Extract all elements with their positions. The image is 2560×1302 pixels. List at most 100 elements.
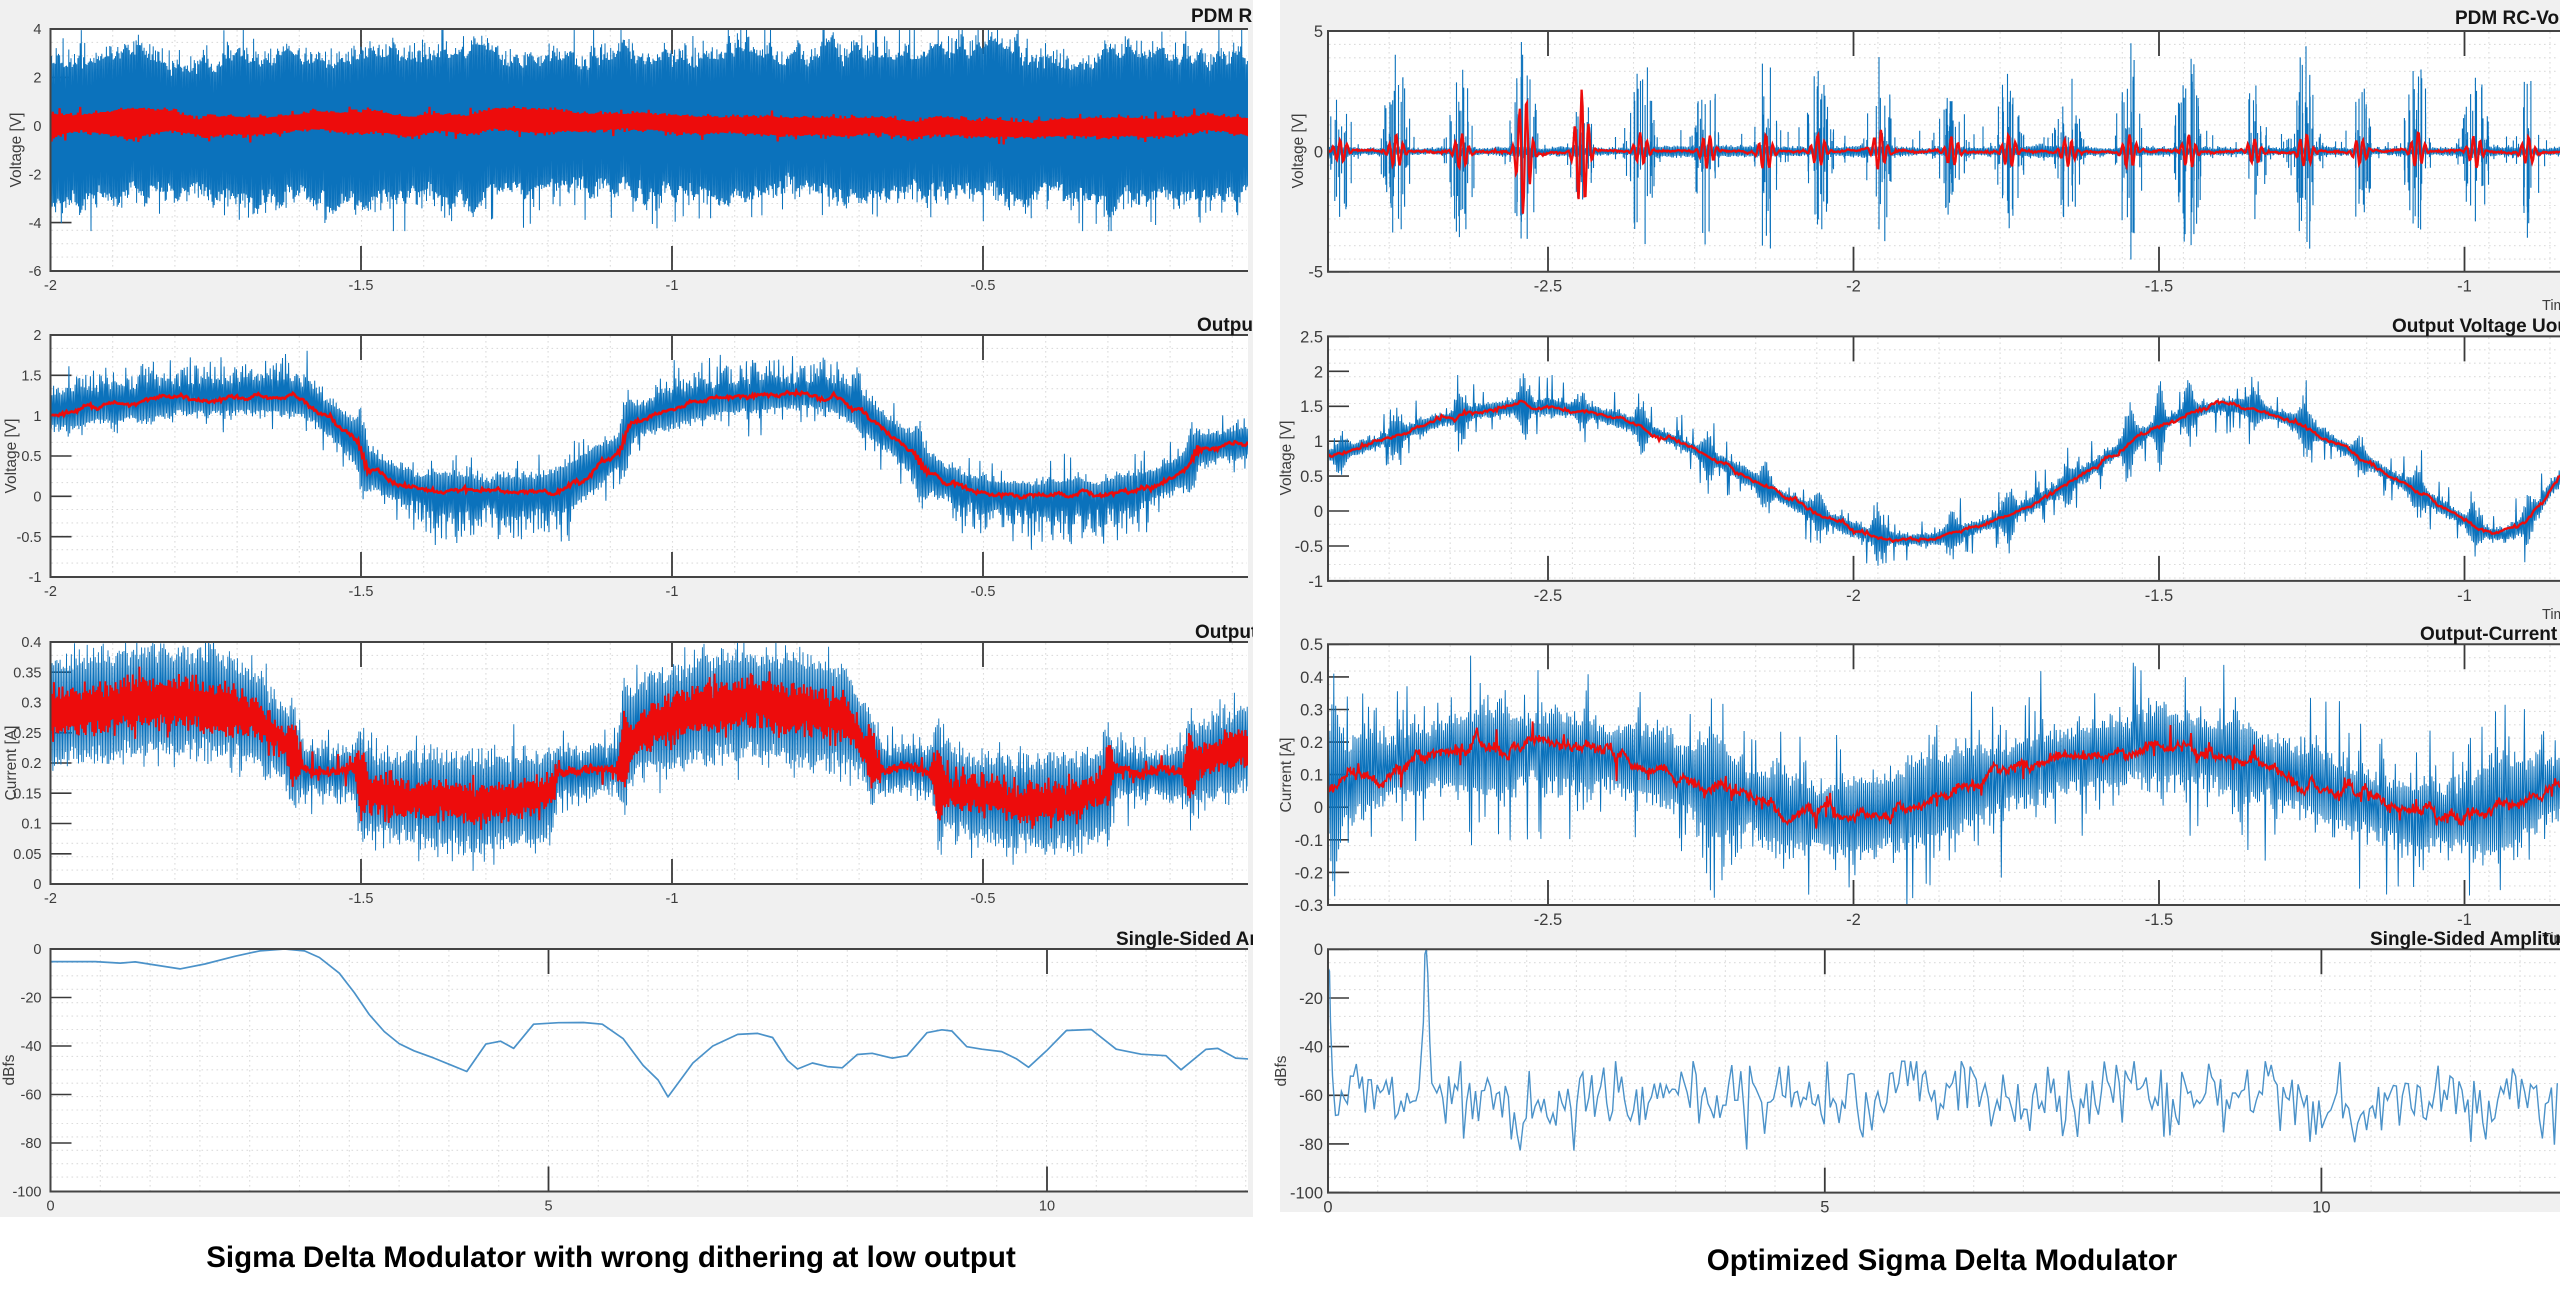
- svg-text:Voltage [V]: Voltage [V]: [1290, 114, 1307, 189]
- svg-text:-1: -1: [666, 891, 679, 907]
- svg-text:Single-Sided Amplitude Spectru: Single-Sided Amplitude Spectrum: [1116, 929, 1421, 950]
- svg-text:5: 5: [544, 1199, 552, 1215]
- svg-text:-1: -1: [1308, 573, 1323, 591]
- svg-text:-1: -1: [29, 570, 42, 586]
- svg-text:0.25: 0.25: [13, 726, 41, 742]
- svg-text:-40: -40: [21, 1039, 42, 1055]
- svg-text:10: 10: [1039, 1199, 1055, 1215]
- svg-text:-1.5: -1.5: [349, 278, 374, 294]
- svg-text:2: 2: [1314, 363, 1323, 381]
- svg-text:-2.5: -2.5: [1534, 911, 1562, 929]
- svg-text:-2: -2: [44, 584, 57, 600]
- svg-text:Single-Sided Amplitude Spectru: Single-Sided Amplitude Spectrum: [2370, 929, 2560, 950]
- svg-text:5: 5: [1314, 23, 1323, 41]
- svg-text:2: 2: [33, 71, 41, 87]
- svg-text:0.5: 0.5: [1300, 468, 1323, 486]
- svg-text:4: 4: [33, 22, 41, 38]
- svg-text:2.5: 2.5: [1300, 328, 1323, 346]
- svg-text:0.2: 0.2: [21, 756, 41, 772]
- svg-text:-1: -1: [2457, 911, 2472, 929]
- svg-text:dBfs: dBfs: [1, 1054, 18, 1085]
- svg-text:-100: -100: [1290, 1185, 1323, 1203]
- svg-text:Output Voltage Uout: Output Voltage Uout: [2392, 316, 2560, 337]
- svg-text:1: 1: [1314, 433, 1323, 451]
- svg-text:0.1: 0.1: [1300, 767, 1323, 785]
- svg-text:10: 10: [2312, 1199, 2330, 1217]
- svg-text:0.5: 0.5: [21, 449, 41, 465]
- svg-text:0: 0: [1314, 799, 1323, 817]
- svg-text:-0.5: -0.5: [971, 278, 996, 294]
- svg-text:0.4: 0.4: [1300, 669, 1323, 687]
- svg-text:Time [s]: Time [s]: [2542, 298, 2560, 314]
- svg-text:0: 0: [33, 877, 41, 893]
- svg-text:-60: -60: [1299, 1087, 1323, 1105]
- svg-text:1: 1: [33, 409, 41, 425]
- svg-text:-1: -1: [2457, 278, 2472, 296]
- svg-text:Time [s]: Time [s]: [2542, 931, 2560, 947]
- svg-text:-2.5: -2.5: [1534, 587, 1562, 605]
- svg-text:-0.5: -0.5: [1295, 538, 1323, 556]
- svg-text:-60: -60: [21, 1088, 42, 1104]
- svg-text:Time [s]: Time [s]: [2542, 607, 2560, 623]
- svg-text:-2: -2: [1846, 911, 1861, 929]
- svg-text:-0.5: -0.5: [17, 530, 42, 546]
- svg-text:Output-Current: Output-Current: [1195, 622, 1333, 643]
- svg-text:-40: -40: [1299, 1039, 1323, 1057]
- svg-text:-2: -2: [1846, 587, 1861, 605]
- svg-text:0: 0: [1314, 143, 1323, 161]
- svg-text:Optimized Sigma Delta Modulato: Optimized Sigma Delta Modulator: [1707, 1244, 2178, 1277]
- svg-text:-20: -20: [1299, 990, 1323, 1008]
- svg-text:-1.5: -1.5: [2145, 587, 2173, 605]
- svg-text:Voltage [V]: Voltage [V]: [1278, 421, 1295, 496]
- svg-text:0: 0: [1323, 1199, 1332, 1217]
- svg-text:-0.5: -0.5: [971, 891, 996, 907]
- svg-text:0: 0: [46, 1199, 54, 1215]
- svg-text:-2.5: -2.5: [1534, 278, 1562, 296]
- svg-text:-80: -80: [1299, 1136, 1323, 1154]
- svg-text:0.4: 0.4: [21, 635, 41, 651]
- svg-text:0.3: 0.3: [1300, 701, 1323, 719]
- svg-text:-1: -1: [2457, 587, 2472, 605]
- svg-text:Current [A]: Current [A]: [3, 726, 20, 801]
- svg-text:-100: -100: [12, 1185, 41, 1201]
- svg-text:0: 0: [1314, 941, 1323, 959]
- svg-text:0.2: 0.2: [1300, 734, 1323, 752]
- svg-text:1.5: 1.5: [1300, 398, 1323, 416]
- svg-text:-0.2: -0.2: [1295, 864, 1323, 882]
- svg-text:-1.5: -1.5: [2145, 278, 2173, 296]
- svg-text:-1.5: -1.5: [349, 584, 374, 600]
- svg-text:Output Voltage: Output Voltage: [1197, 315, 1332, 336]
- svg-text:1.5: 1.5: [21, 369, 41, 385]
- svg-text:0.05: 0.05: [13, 847, 41, 863]
- svg-text:-1.5: -1.5: [349, 891, 374, 907]
- svg-text:Sigma Delta Modulator with wro: Sigma Delta Modulator with wrong ditheri…: [206, 1241, 1016, 1274]
- svg-text:0.5: 0.5: [1300, 636, 1323, 654]
- svg-text:-4: -4: [29, 216, 42, 232]
- svg-text:-0.3: -0.3: [1295, 897, 1323, 915]
- svg-text:-2: -2: [44, 891, 57, 907]
- svg-text:-20: -20: [21, 991, 42, 1007]
- svg-text:0.35: 0.35: [13, 666, 41, 682]
- svg-text:0: 0: [33, 942, 41, 958]
- svg-text:Output-Current Iout: Output-Current Iout: [2420, 624, 2560, 645]
- svg-text:5: 5: [1820, 1199, 1829, 1217]
- svg-text:0.3: 0.3: [21, 696, 41, 712]
- svg-text:-5: -5: [1308, 264, 1323, 282]
- svg-text:0: 0: [33, 490, 41, 506]
- svg-text:-0.1: -0.1: [1295, 832, 1323, 850]
- svg-text:-6: -6: [29, 264, 42, 280]
- svg-text:PDM RC-Voltage: PDM RC-Voltage: [2455, 8, 2560, 29]
- svg-text:-1: -1: [666, 584, 679, 600]
- svg-text:Voltage [V]: Voltage [V]: [8, 113, 25, 188]
- svg-text:0: 0: [33, 119, 41, 135]
- svg-text:-2: -2: [29, 167, 42, 183]
- svg-text:-0.5: -0.5: [971, 584, 996, 600]
- svg-text:-80: -80: [21, 1136, 42, 1152]
- svg-text:PDM RC-Voltage: PDM RC-Voltage: [1191, 6, 1339, 27]
- svg-text:Current [A]: Current [A]: [1278, 738, 1295, 813]
- svg-text:-1: -1: [666, 278, 679, 294]
- svg-text:2: 2: [33, 328, 41, 344]
- svg-text:-2: -2: [44, 278, 57, 294]
- svg-text:0.1: 0.1: [21, 817, 41, 833]
- svg-text:-1.5: -1.5: [2145, 911, 2173, 929]
